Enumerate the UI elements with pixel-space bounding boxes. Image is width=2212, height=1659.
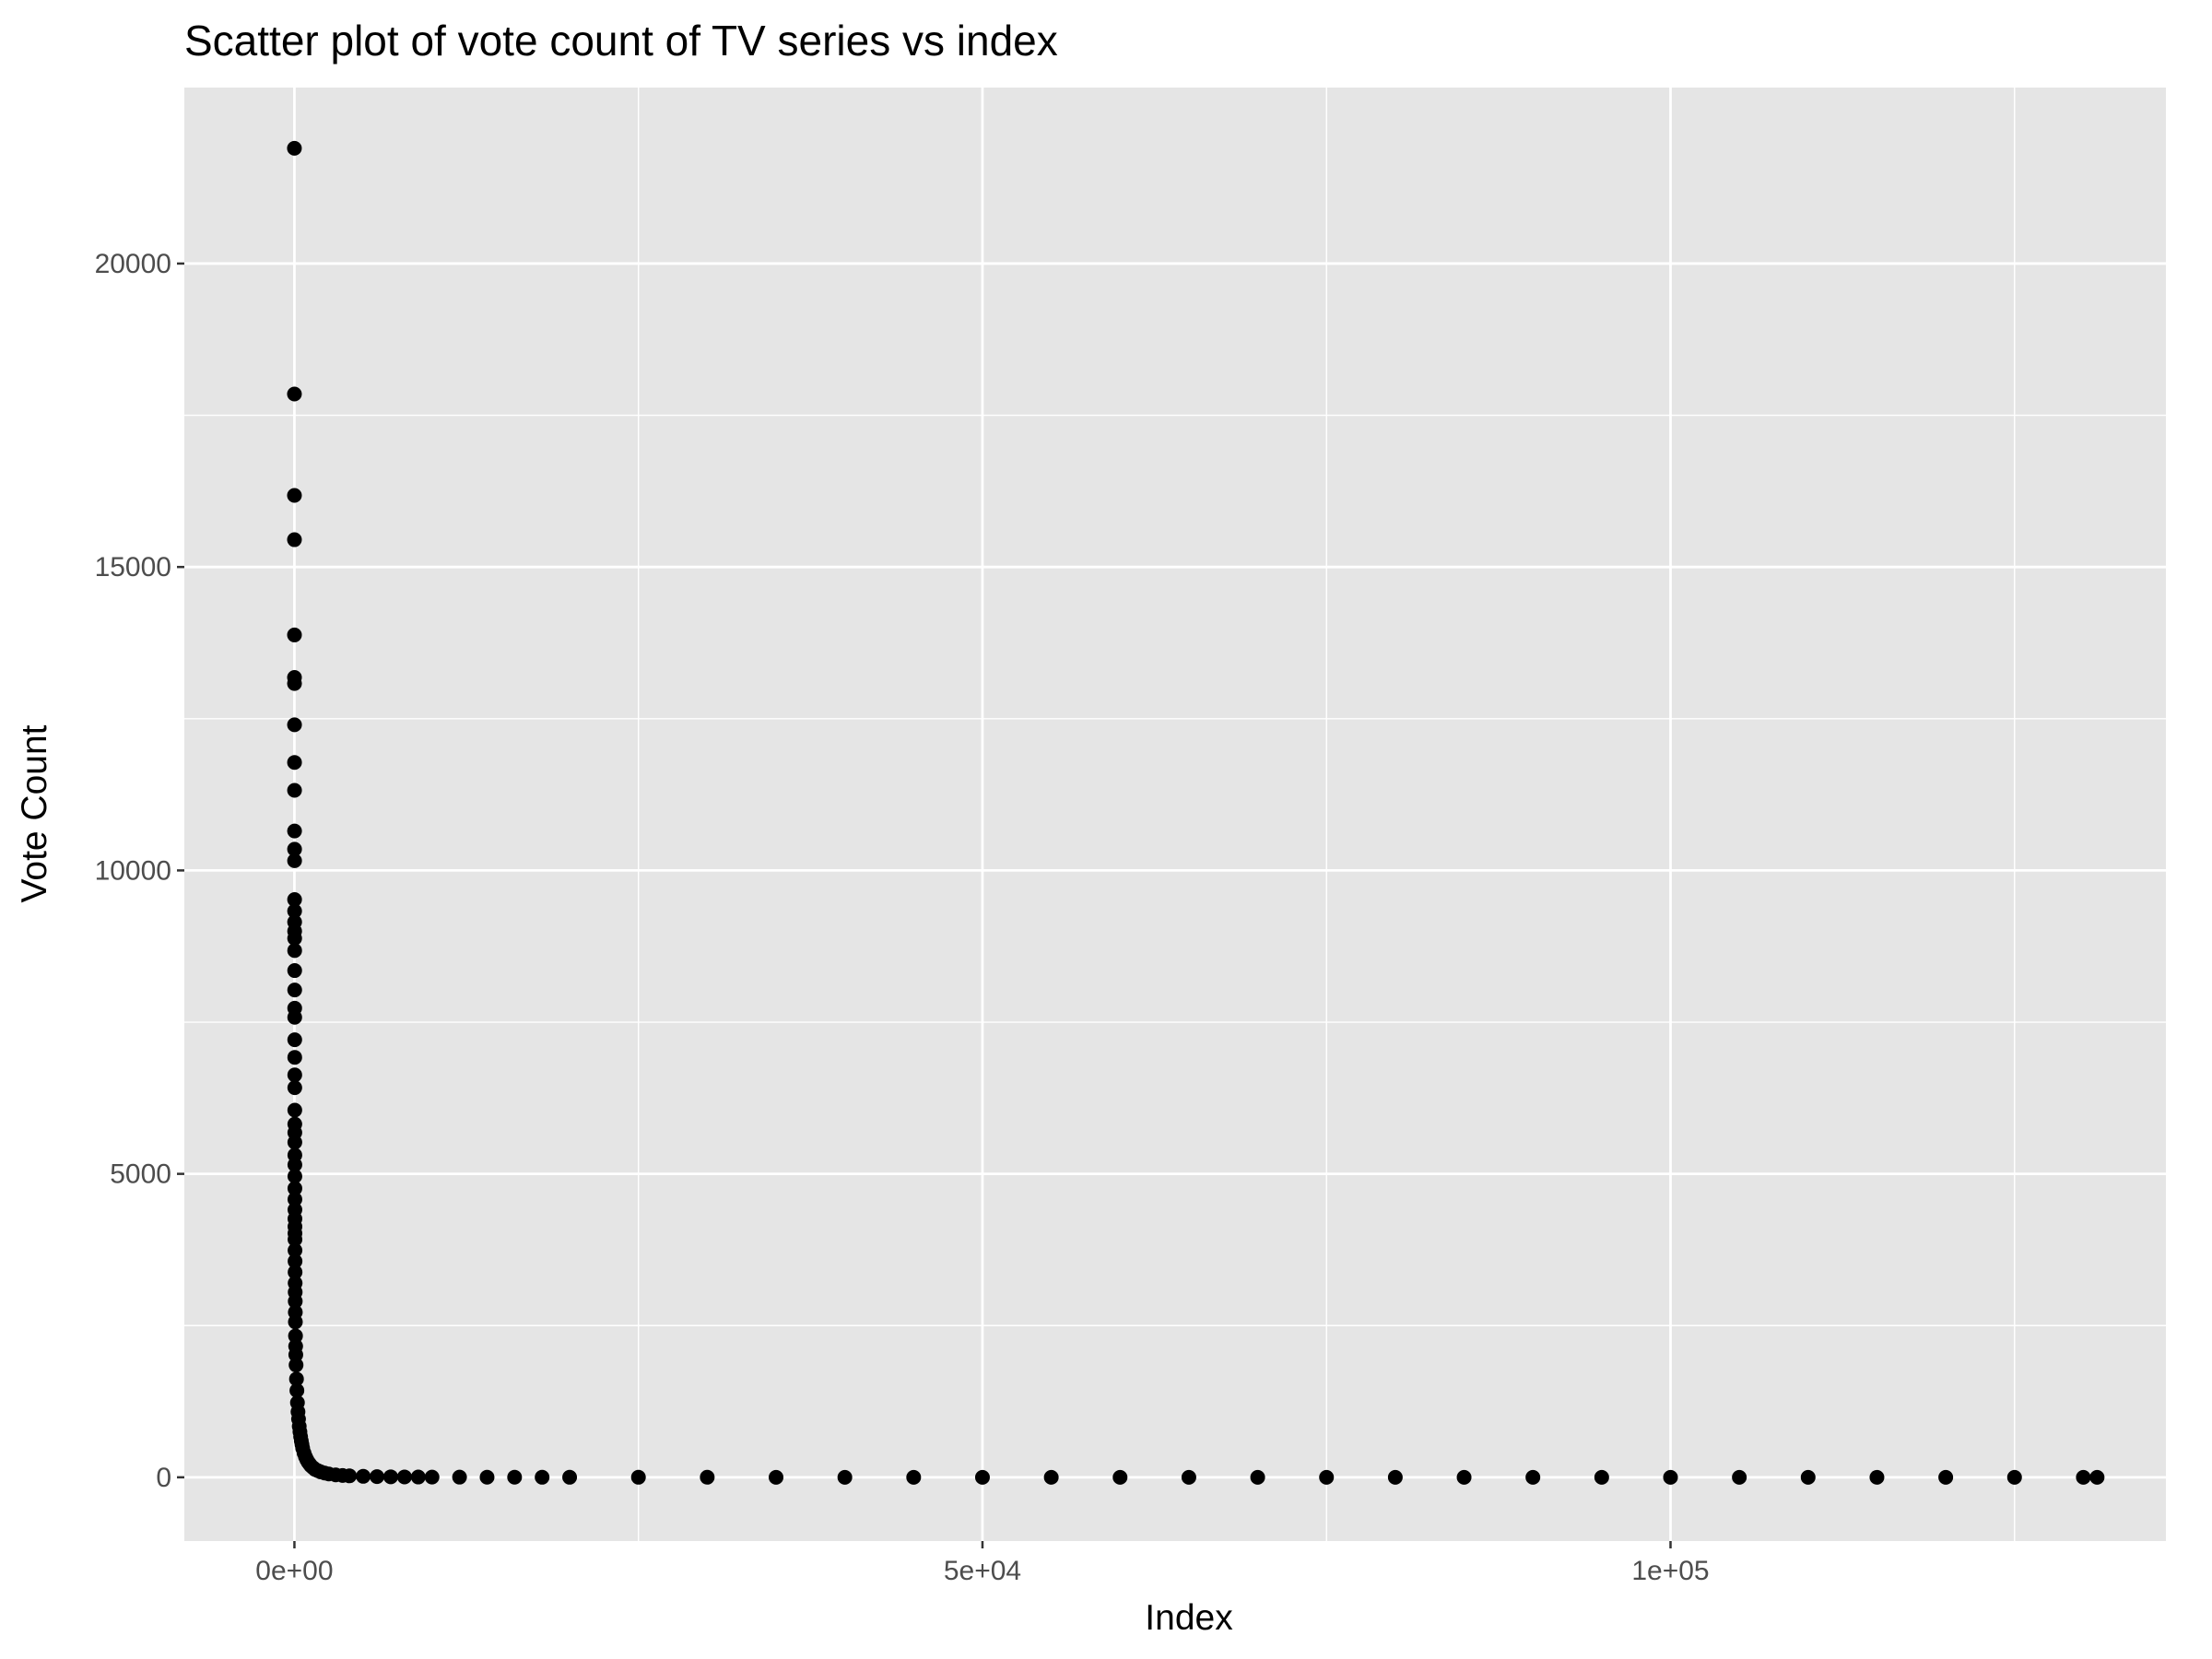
data-point (424, 1469, 440, 1485)
data-point (287, 717, 302, 733)
x-axis: 0e+00 5e+04 1e+05 (255, 1541, 1710, 1586)
data-point (287, 1102, 302, 1118)
data-point (479, 1469, 495, 1485)
data-point (410, 1469, 426, 1485)
data-point (396, 1469, 412, 1485)
data-point (287, 841, 302, 857)
data-point (287, 488, 302, 503)
chart-title: Scatter plot of vote count of TV series … (184, 17, 1058, 65)
data-point (287, 823, 302, 839)
data-point (1732, 1469, 1747, 1485)
x-tick-label: 1e+05 (1631, 1556, 1709, 1586)
data-point (288, 1265, 303, 1280)
data-point (288, 1358, 304, 1373)
data-point (906, 1469, 922, 1485)
data-point (287, 140, 302, 156)
x-tick-label: 5e+04 (944, 1556, 1021, 1586)
data-point (370, 1469, 385, 1485)
data-point (287, 1192, 302, 1207)
data-point (287, 1169, 302, 1184)
data-point (535, 1469, 550, 1485)
data-point (287, 1157, 302, 1172)
data-point (769, 1469, 784, 1485)
data-point (287, 532, 302, 547)
data-point (287, 782, 302, 798)
data-point (974, 1469, 990, 1485)
data-point (1938, 1469, 1954, 1485)
data-point (288, 1371, 304, 1387)
data-point (288, 1314, 303, 1330)
data-point (287, 1080, 302, 1096)
data-point (452, 1469, 467, 1485)
data-point (287, 627, 302, 642)
data-point (1869, 1469, 1885, 1485)
data-point (287, 982, 302, 998)
data-point (287, 1050, 302, 1065)
y-tick-label: 0 (156, 1463, 171, 1493)
data-point (1663, 1469, 1678, 1485)
data-point (287, 1067, 302, 1083)
y-axis: 0 5000 10000 15000 20000 (95, 249, 184, 1493)
y-tick-label: 10000 (95, 855, 171, 886)
data-point (700, 1469, 715, 1485)
data-point (562, 1469, 578, 1485)
data-point (1250, 1469, 1265, 1485)
data-point (1387, 1469, 1403, 1485)
data-point (287, 931, 302, 947)
data-point (287, 892, 302, 908)
data-point (287, 1032, 302, 1048)
y-tick-label: 15000 (95, 552, 171, 582)
data-point (2006, 1469, 2022, 1485)
data-point (288, 1231, 303, 1247)
data-point (837, 1469, 853, 1485)
minor-gridlines (184, 88, 2166, 1541)
data-point (287, 1181, 302, 1196)
data-point (287, 943, 302, 959)
data-point (287, 676, 302, 691)
data-point (1043, 1469, 1059, 1485)
data-point (2089, 1469, 2105, 1485)
data-points (287, 140, 2105, 1485)
data-point (630, 1469, 646, 1485)
data-point (287, 963, 302, 979)
data-point (287, 903, 302, 919)
y-axis-title: Vote Count (15, 724, 54, 902)
data-point (287, 386, 302, 402)
data-point (382, 1469, 398, 1485)
data-point (289, 1382, 305, 1398)
data-point (288, 1347, 303, 1362)
y-tick-label: 5000 (110, 1159, 171, 1190)
data-point (1594, 1469, 1609, 1485)
data-point (1800, 1469, 1816, 1485)
data-point (1525, 1469, 1541, 1485)
data-point (288, 1242, 303, 1258)
data-point (287, 1135, 302, 1150)
data-point (287, 853, 302, 868)
data-point (507, 1469, 523, 1485)
data-point (288, 1328, 303, 1344)
data-point (288, 1253, 303, 1269)
data-point (287, 1009, 302, 1025)
data-point (288, 1293, 303, 1309)
data-point (342, 1468, 358, 1484)
plot-panel (184, 88, 2166, 1541)
data-point (287, 755, 302, 771)
x-axis-title: Index (1145, 1598, 1233, 1638)
y-tick-label: 20000 (95, 249, 171, 279)
data-point (1181, 1469, 1196, 1485)
data-point (2076, 1469, 2091, 1485)
x-tick-label: 0e+00 (255, 1556, 333, 1586)
data-point (1319, 1469, 1335, 1485)
data-point (1456, 1469, 1472, 1485)
data-point (356, 1468, 371, 1484)
data-point (1112, 1469, 1128, 1485)
